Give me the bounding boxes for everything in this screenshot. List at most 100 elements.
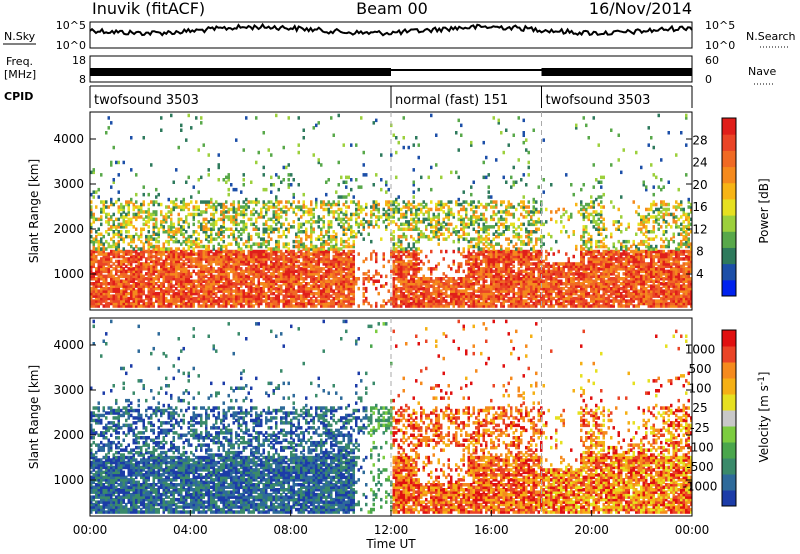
heatmap-cell bbox=[102, 244, 105, 249]
heatmap-cell bbox=[280, 272, 283, 276]
heatmap-cell bbox=[340, 264, 343, 269]
heatmap-cell bbox=[300, 237, 303, 241]
heatmap-cell bbox=[235, 138, 238, 142]
heatmap-cell bbox=[210, 249, 213, 254]
heatmap-cell bbox=[300, 286, 303, 291]
heatmap-cell bbox=[142, 284, 145, 288]
heatmap-cell bbox=[405, 269, 408, 274]
heatmap-cell bbox=[90, 210, 93, 214]
heatmap-cell bbox=[400, 215, 403, 219]
heatmap-cell bbox=[202, 289, 205, 293]
heatmap-cell bbox=[235, 217, 238, 222]
heatmap-cell bbox=[92, 212, 95, 217]
heatmap-cell bbox=[127, 277, 130, 281]
heatmap-cell bbox=[402, 232, 405, 236]
heatmap-cell bbox=[117, 254, 120, 259]
heatmap-cell bbox=[502, 286, 505, 291]
heatmap-cell bbox=[220, 284, 223, 288]
heatmap-cell bbox=[502, 150, 505, 155]
heatmap-cell bbox=[222, 220, 225, 224]
heatmap-cell bbox=[172, 272, 175, 276]
heatmap-cell bbox=[362, 277, 365, 281]
heatmap-cell bbox=[287, 301, 290, 306]
heatmap-cell bbox=[382, 257, 385, 261]
heatmap-cell bbox=[162, 289, 165, 293]
heatmap-cell bbox=[392, 277, 395, 281]
heatmap-cell bbox=[187, 259, 190, 264]
heatmap-cell bbox=[215, 282, 218, 286]
heatmap-cell bbox=[95, 289, 98, 293]
heatmap-cell bbox=[217, 165, 220, 170]
heatmap-cell bbox=[445, 274, 448, 279]
heatmap-cell bbox=[95, 299, 98, 303]
heatmap-cell bbox=[100, 215, 103, 219]
heatmap-cell bbox=[467, 299, 470, 303]
heatmap-cell bbox=[342, 289, 345, 293]
heatmap-cell bbox=[300, 296, 303, 301]
heatmap-cell bbox=[337, 207, 340, 212]
heatmap-cell bbox=[465, 262, 468, 266]
heatmap-cell bbox=[110, 185, 113, 189]
heatmap-cell bbox=[275, 269, 278, 274]
heatmap-cell bbox=[230, 269, 233, 274]
heatmap-cell bbox=[225, 296, 228, 301]
heatmap-cell bbox=[302, 247, 305, 251]
heatmap-cell bbox=[95, 257, 98, 261]
heatmap-cell bbox=[497, 279, 500, 283]
heatmap-cell bbox=[97, 294, 100, 298]
heatmap-cell bbox=[137, 247, 140, 251]
cpid-segment-label: normal (fast) 151 bbox=[395, 93, 508, 108]
heatmap-cell bbox=[170, 274, 173, 279]
heatmap-cell bbox=[280, 200, 283, 204]
heatmap-cell bbox=[232, 304, 235, 308]
heatmap-cell bbox=[247, 301, 250, 306]
heatmap-cell bbox=[362, 225, 365, 229]
heatmap-cell bbox=[280, 291, 283, 296]
heatmap-cell bbox=[157, 286, 160, 291]
heatmap-cell bbox=[417, 187, 420, 192]
heatmap-cell bbox=[180, 286, 183, 291]
heatmap-cell bbox=[137, 262, 140, 266]
heatmap-cell bbox=[97, 272, 100, 276]
heatmap-cell bbox=[130, 277, 133, 281]
heatmap-cell bbox=[225, 272, 228, 276]
heatmap-cell bbox=[202, 284, 205, 288]
heatmap-cell bbox=[527, 301, 530, 306]
heatmap-cell bbox=[425, 234, 428, 239]
heatmap-cell bbox=[180, 242, 183, 246]
heatmap-cell bbox=[465, 282, 468, 286]
heatmap-cell bbox=[102, 257, 105, 261]
heatmap-cell bbox=[177, 230, 180, 234]
heatmap-cell bbox=[180, 279, 183, 283]
heatmap-cell bbox=[130, 264, 133, 269]
heatmap-cell bbox=[247, 259, 250, 264]
heatmap-cell bbox=[187, 299, 190, 303]
heatmap-cell bbox=[290, 301, 293, 306]
heatmap-cell bbox=[105, 252, 108, 256]
heatmap-cell bbox=[495, 230, 498, 234]
heatmap-cell bbox=[507, 304, 510, 308]
heatmap-cell bbox=[240, 252, 243, 256]
heatmap-cell bbox=[350, 274, 353, 279]
heatmap-cell bbox=[212, 247, 215, 251]
heatmap-cell bbox=[450, 170, 453, 175]
heatmap-cell bbox=[172, 239, 175, 244]
heatmap-cell bbox=[172, 252, 175, 256]
heatmap-cell bbox=[110, 202, 113, 207]
heatmap-cell bbox=[185, 239, 188, 244]
heatmap-cell bbox=[472, 205, 475, 209]
heatmap-cell bbox=[527, 173, 530, 177]
heatmap-cell bbox=[245, 227, 248, 231]
heatmap-cell bbox=[347, 227, 350, 231]
heatmap-cell bbox=[400, 212, 403, 217]
heatmap-cell bbox=[432, 301, 435, 306]
heatmap-cell bbox=[277, 259, 280, 264]
heatmap-cell bbox=[302, 301, 305, 306]
heatmap-cell bbox=[207, 254, 210, 259]
heatmap-cell bbox=[477, 237, 480, 241]
heatmap-cell bbox=[232, 237, 235, 241]
heatmap-cell bbox=[127, 291, 130, 296]
heatmap-cell bbox=[295, 289, 298, 293]
heatmap-cell bbox=[217, 163, 220, 167]
heatmap-cell bbox=[472, 304, 475, 308]
